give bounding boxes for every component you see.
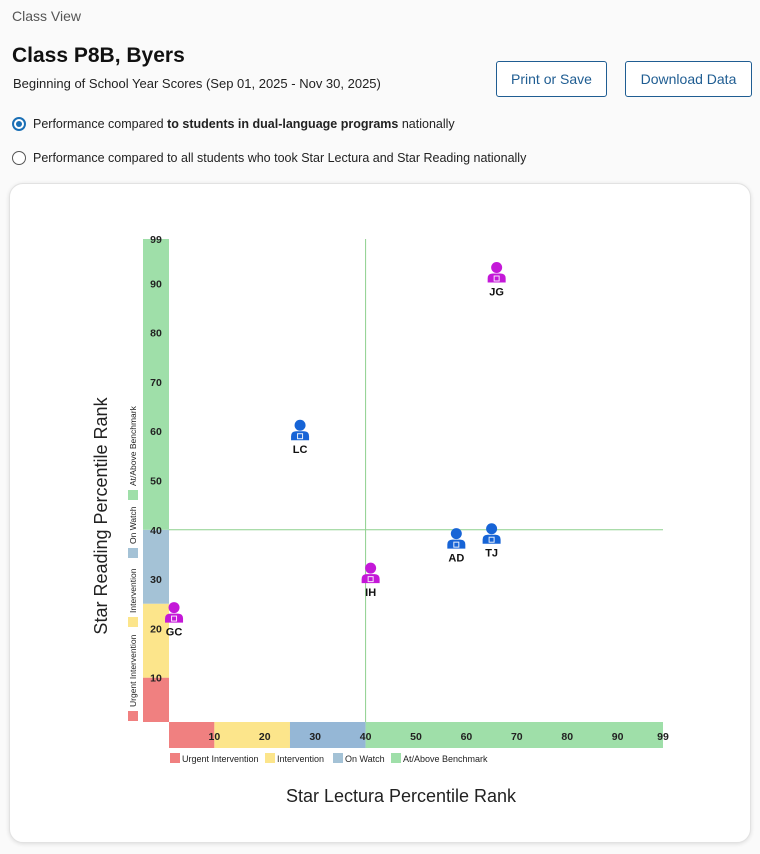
radio-button-dual-language[interactable] <box>12 117 26 131</box>
x-tick-label: 90 <box>612 731 624 743</box>
student-point-ih[interactable]: IH <box>361 562 380 600</box>
student-head <box>294 419 306 431</box>
student-initials: IH <box>365 587 376 599</box>
scatter-chart: 10 20 30 40 50 60 70 80 90 99 10 20 30 40 50 60 70 80 90 99… <box>91 234 669 806</box>
y-tick-label: 40 <box>150 525 162 537</box>
y-tick-label: 99 <box>150 234 162 246</box>
y-band-3 <box>143 239 169 530</box>
x-tick-label: 10 <box>209 731 221 743</box>
x-tick-label: 80 <box>561 731 573 743</box>
x-legend-swatch-2 <box>333 753 343 763</box>
y-band-1 <box>143 603 169 678</box>
x-band-2 <box>289 722 366 748</box>
y-tick-label: 80 <box>150 328 162 340</box>
y-legend-label: At/Above Benchmark <box>128 405 138 486</box>
student-head <box>450 528 462 540</box>
x-legend-label: Urgent Intervention <box>182 754 259 764</box>
student-point-tj[interactable]: TJ <box>482 523 501 560</box>
y-legend-label: Intervention <box>128 568 138 613</box>
y-legend-swatch-0 <box>128 711 138 721</box>
x-tick-label: 70 <box>511 731 523 743</box>
y-legend-label: Urgent Intervention <box>128 634 138 707</box>
x-band-0 <box>169 722 215 748</box>
student-book-inner <box>368 577 373 582</box>
x-tick-label: 30 <box>309 731 321 743</box>
option-text-prefix: Performance compared <box>33 117 168 131</box>
x-tick-label: 60 <box>461 731 473 743</box>
y-legend-swatch-2 <box>128 548 138 558</box>
y-tick-label: 60 <box>150 426 162 438</box>
y-tick-label: 10 <box>150 673 162 685</box>
student-initials: TJ <box>485 548 498 560</box>
student-book-inner <box>489 537 494 542</box>
x-tick-label: 20 <box>259 731 271 743</box>
x-tick-label: 99 <box>657 731 669 743</box>
y-legend-swatch-1 <box>128 617 138 627</box>
student-head <box>168 602 180 614</box>
y-tick-label: 30 <box>150 574 162 586</box>
x-tick-label: 50 <box>410 731 422 743</box>
student-point-gc[interactable]: GC <box>165 602 184 639</box>
option-text-bold: to students in dual-language programs <box>167 117 399 131</box>
comparison-option-dual-language[interactable]: Performance compared to students in dual… <box>12 117 455 131</box>
student-initials: AD <box>448 553 464 565</box>
x-legend-label: On Watch <box>345 754 385 764</box>
x-legend-swatch-0 <box>170 753 180 763</box>
x-legend-label: Intervention <box>277 754 324 764</box>
x-legend-swatch-3 <box>391 753 401 763</box>
y-tick-label: 70 <box>150 377 162 389</box>
student-initials: LC <box>293 444 308 456</box>
option-text-suffix: nationally <box>398 117 455 131</box>
print-or-save-button[interactable]: Print or Save <box>496 61 607 97</box>
student-book-inner <box>494 276 499 281</box>
student-book-inner <box>172 616 177 621</box>
comparison-option-label: Performance compared to all students who… <box>33 151 527 165</box>
student-point-ad[interactable]: AD <box>447 528 466 565</box>
student-point-lc[interactable]: LC <box>291 419 310 457</box>
student-head <box>491 262 503 273</box>
comparison-option-all-students[interactable]: Performance compared to all students who… <box>12 151 526 165</box>
x-legend-label: At/Above Benchmark <box>403 754 488 764</box>
y-tick-label: 20 <box>150 623 162 635</box>
y-legend-label: On Watch <box>128 506 138 544</box>
chart-card: 10 20 30 40 50 60 70 80 90 99 10 20 30 40 50 60 70 80 90 99… <box>9 183 751 843</box>
date-range-subtitle: Beginning of School Year Scores (Sep 01,… <box>13 76 381 91</box>
x-band-3 <box>365 722 663 748</box>
x-axis-title: Star Lectura Percentile Rank <box>286 786 517 806</box>
x-tick-label: 40 <box>360 731 372 743</box>
student-point-jg[interactable]: JG <box>487 262 506 299</box>
comparison-option-label: Performance compared to students in dual… <box>33 117 455 131</box>
y-axis-title: Star Reading Percentile Rank <box>91 396 111 634</box>
y-legend-swatch-3 <box>128 490 138 500</box>
y-band-0 <box>143 677 169 722</box>
download-data-button[interactable]: Download Data <box>625 61 752 97</box>
student-book-inner <box>298 434 303 439</box>
y-tick-label: 50 <box>150 476 162 488</box>
student-initials: GC <box>166 627 183 639</box>
page-title: Class P8B, Byers <box>12 44 185 67</box>
y-tick-label: 90 <box>150 278 162 290</box>
x-legend-swatch-1 <box>265 753 275 763</box>
radio-button-all-students[interactable] <box>12 151 26 165</box>
breadcrumb[interactable]: Class View <box>12 8 81 24</box>
x-band-1 <box>214 722 290 748</box>
y-band-2 <box>143 529 169 604</box>
student-head <box>365 562 377 574</box>
student-head <box>486 523 498 535</box>
student-book-inner <box>454 542 459 547</box>
student-initials: JG <box>489 287 504 299</box>
